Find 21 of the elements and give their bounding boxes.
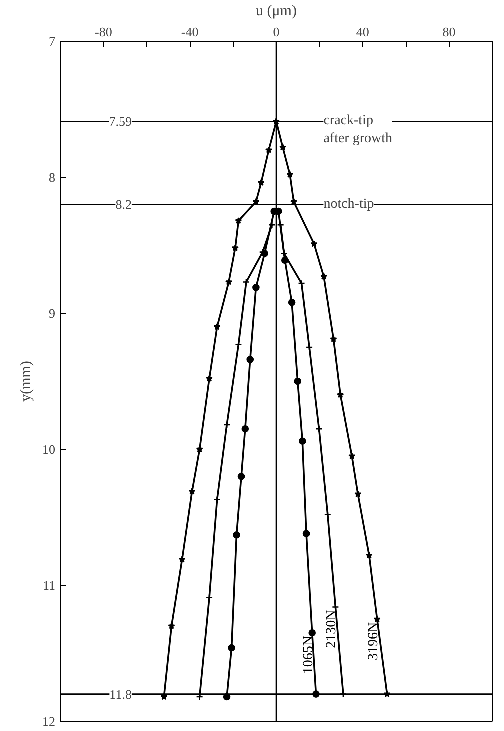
y-axis-title: y(mm) [18,361,34,402]
x-tick-label: 80 [442,24,456,40]
annotation: notch-tip [324,197,374,212]
x-tick-label: 0 [273,24,280,40]
y-tick-label: 10 [42,442,56,457]
ref-line-label: 8.2 [116,197,132,212]
y-tick-label: 11 [42,578,56,593]
y-tick-label: 7 [49,34,56,49]
x-tick-label: -80 [95,24,112,40]
text: 3196N [366,622,382,661]
y-tick-label: 9 [49,306,56,321]
text: 2130N [324,610,340,648]
x-axis-title: u (μm) [256,4,297,20]
ref-line-label: 11.8 [110,686,132,702]
text: 1065N [301,636,316,674]
x-tick-label: -40 [181,24,199,40]
ref-line-label: 7.59 [109,114,132,130]
x-tick-label: 40 [356,24,370,40]
y-tick-label: 12 [42,714,56,729]
annotation: crack-tip after growth [324,114,393,147]
y-tick-label: 8 [49,170,56,185]
